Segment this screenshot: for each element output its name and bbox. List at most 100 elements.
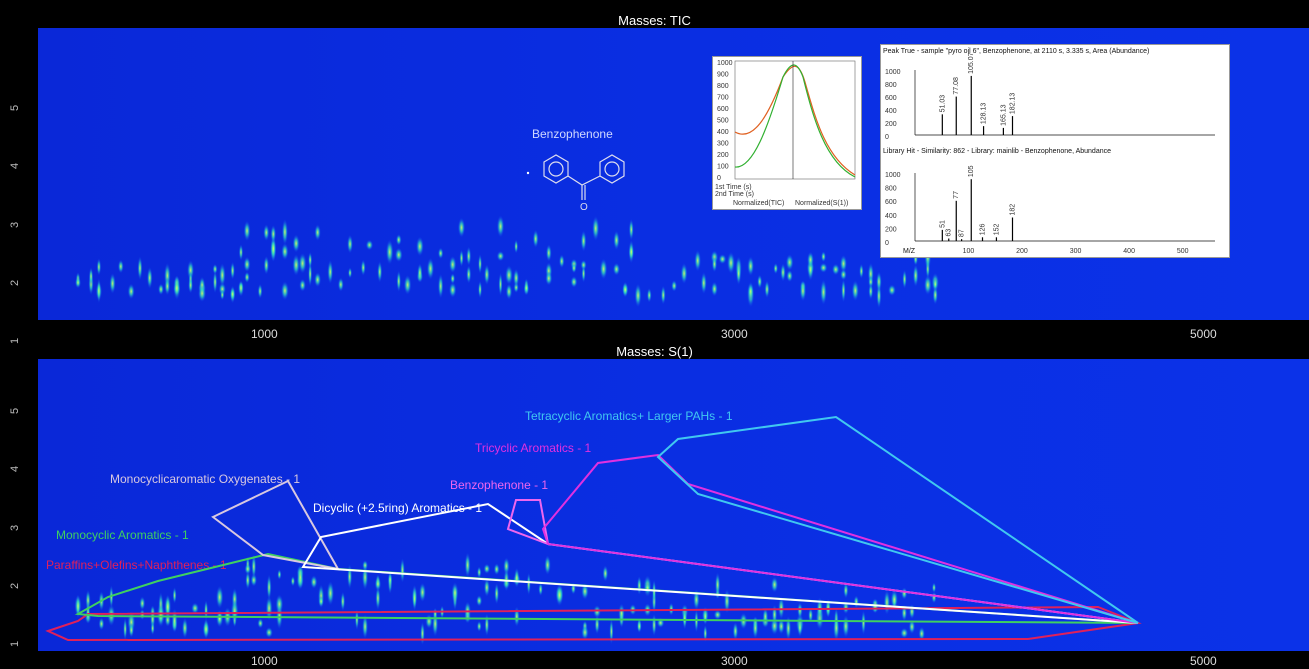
bottom-ytick-2: 2: [9, 582, 21, 589]
heatmap-spot: [74, 277, 82, 289]
top-y-axis: 1 2 3 4 5: [0, 28, 38, 344]
peak-ytick: 400: [717, 129, 729, 136]
heatmap-spot: [713, 609, 722, 620]
heatmap-spot: [671, 280, 678, 292]
top-xtick-1000: 1000: [251, 327, 278, 341]
heatmap-spot: [181, 617, 188, 639]
heatmap-spot: [700, 271, 707, 295]
heatmap-spot: [694, 250, 702, 272]
heatmap-spot: [280, 281, 289, 301]
heatmap-spot: [292, 234, 300, 253]
heatmap-spot: [139, 596, 146, 611]
bottom-y-axis: 1 2 3 4 5: [0, 359, 38, 651]
heatmap-spot: [843, 582, 849, 599]
heatmap-spot: [580, 259, 587, 271]
heatmap-spot: [797, 618, 803, 638]
heatmap-spot: [932, 278, 938, 291]
peak-label: 165.13: [1000, 104, 1007, 126]
heatmap-spot: [773, 262, 779, 275]
s1-trace: [734, 64, 856, 178]
heatmap-spot: [476, 566, 482, 579]
top-ytick-4: 4: [9, 162, 21, 169]
heatmap-spot: [281, 243, 289, 261]
heatmap-spot: [593, 605, 601, 619]
heatmap-spot: [513, 606, 520, 627]
region-outline: [45, 605, 1142, 642]
spec-ytick: 0: [885, 240, 889, 247]
heatmap-spot: [532, 229, 539, 248]
region-label: Monocyclic Aromatics - 1: [56, 528, 189, 542]
heatmap-spot: [628, 218, 634, 241]
heatmap-spot: [912, 264, 919, 288]
heatmap-spot: [265, 627, 273, 638]
heatmap-spot: [347, 234, 353, 254]
heatmap-spot: [483, 563, 491, 574]
heatmap-spot: [437, 273, 444, 299]
peak-ytick: 0: [717, 175, 721, 182]
heatmap-spot: [212, 263, 218, 275]
heatmap-spot: [156, 602, 165, 628]
heatmap-spot: [281, 219, 289, 245]
svg-text:O: O: [580, 202, 588, 213]
heatmap-spot: [900, 627, 909, 639]
bottom-ytick-5: 5: [9, 407, 21, 414]
heatmap-spot: [545, 244, 552, 262]
heatmap-spot: [457, 217, 466, 238]
heatmap-spot: [298, 253, 307, 274]
heatmap-spot: [270, 225, 277, 243]
heatmap-spot: [117, 259, 124, 274]
heatmap-spot: [365, 239, 374, 251]
heatmap-spot: [243, 220, 251, 241]
heatmap-spot: [807, 251, 814, 268]
spectrum-inset[interactable]: Peak True - sample "pyro oil 6", Benzoph…: [880, 44, 1230, 258]
peak-label: 105: [968, 165, 975, 177]
heatmap-spot: [660, 285, 666, 305]
heatmap-spot: [450, 273, 456, 285]
heatmap-spot: [592, 215, 600, 241]
spec-ytick: 800: [885, 186, 897, 193]
peak-xlabel: 2nd Time (s): [715, 191, 754, 198]
heatmap-spot: [476, 620, 482, 632]
spectrum-chart: Peak True - sample "pyro oil 6", Benzoph…: [883, 48, 1215, 255]
heatmap-spot: [172, 587, 177, 604]
heatmap-spot: [238, 244, 244, 261]
heatmap-spot: [618, 603, 625, 624]
heatmap-spot: [636, 576, 642, 596]
heatmap-spot: [581, 582, 589, 600]
heatmap-spot: [785, 254, 794, 271]
heatmap-spot: [931, 591, 937, 604]
heatmap-spot: [146, 266, 153, 289]
heatmap-spot: [437, 247, 444, 259]
peak-shape-inset[interactable]: 1000 900 800 700 600 500 400 300 200 100 0 1st Time…: [712, 56, 862, 210]
heatmap-spot: [362, 560, 369, 571]
bottom-plot-area[interactable]: Paraffins+Olefins+Naphthenes - 1 Monocycl…: [38, 359, 1309, 651]
heatmap-spot: [839, 254, 848, 273]
heatmap-spot: [394, 247, 403, 263]
heatmap-spot: [296, 565, 304, 590]
heatmap-spot: [727, 251, 735, 274]
heatmap-spot: [571, 263, 577, 274]
heatmap-spot: [263, 255, 270, 275]
heatmap-spot: [265, 596, 273, 621]
heatmap-spot: [797, 602, 803, 619]
heatmap-spot: [831, 263, 840, 276]
heatmap-spot: [314, 224, 321, 241]
heatmap-spot: [622, 282, 629, 297]
heatmap-spot: [908, 619, 916, 634]
spec-ytick: 400: [885, 213, 897, 220]
heatmap-spot: [420, 621, 425, 645]
heatmap-spot: [505, 283, 513, 300]
heatmap-spot: [310, 575, 318, 589]
heatmap-spot: [841, 278, 846, 303]
top-ytick-5: 5: [9, 104, 21, 111]
heatmap-spot: [764, 280, 770, 299]
spec-ytick: 200: [885, 121, 897, 128]
heatmap-spot: [215, 585, 224, 609]
heatmap-spot: [808, 607, 814, 623]
heatmap-spot: [861, 610, 866, 635]
heatmap-spot: [628, 239, 635, 264]
spec-xtick: 300: [1070, 248, 1082, 255]
heatmap-spot: [757, 274, 763, 289]
heatmap-spot: [173, 276, 181, 300]
peak-ytick: 900: [717, 72, 729, 79]
